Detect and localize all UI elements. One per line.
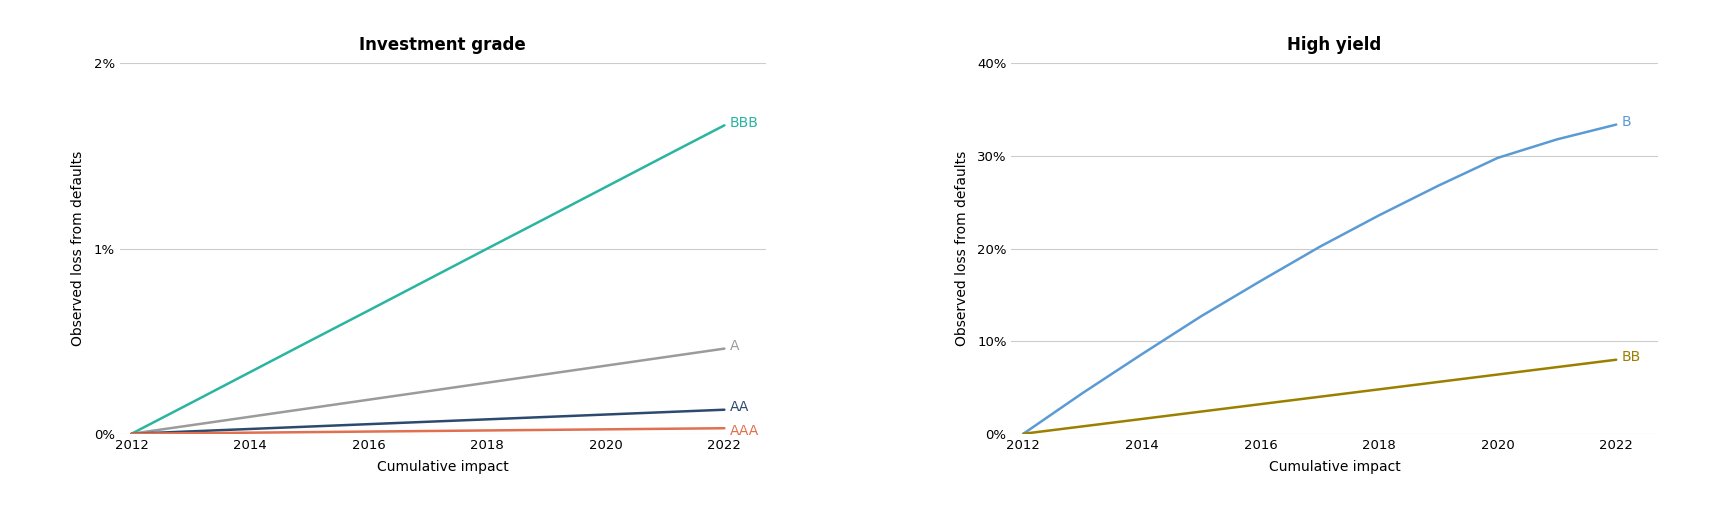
Text: A: A [730, 339, 740, 353]
X-axis label: Cumulative impact: Cumulative impact [1268, 460, 1400, 474]
X-axis label: Cumulative impact: Cumulative impact [378, 460, 509, 474]
Text: BBB: BBB [730, 115, 759, 130]
Text: AA: AA [730, 400, 749, 414]
Y-axis label: Observed loss from defaults: Observed loss from defaults [955, 151, 969, 346]
Text: AAA: AAA [730, 424, 759, 438]
Title: High yield: High yield [1287, 35, 1381, 53]
Title: Investment grade: Investment grade [359, 35, 526, 53]
Text: B: B [1622, 115, 1632, 129]
Text: BB: BB [1622, 350, 1641, 364]
Y-axis label: Observed loss from defaults: Observed loss from defaults [72, 151, 85, 346]
